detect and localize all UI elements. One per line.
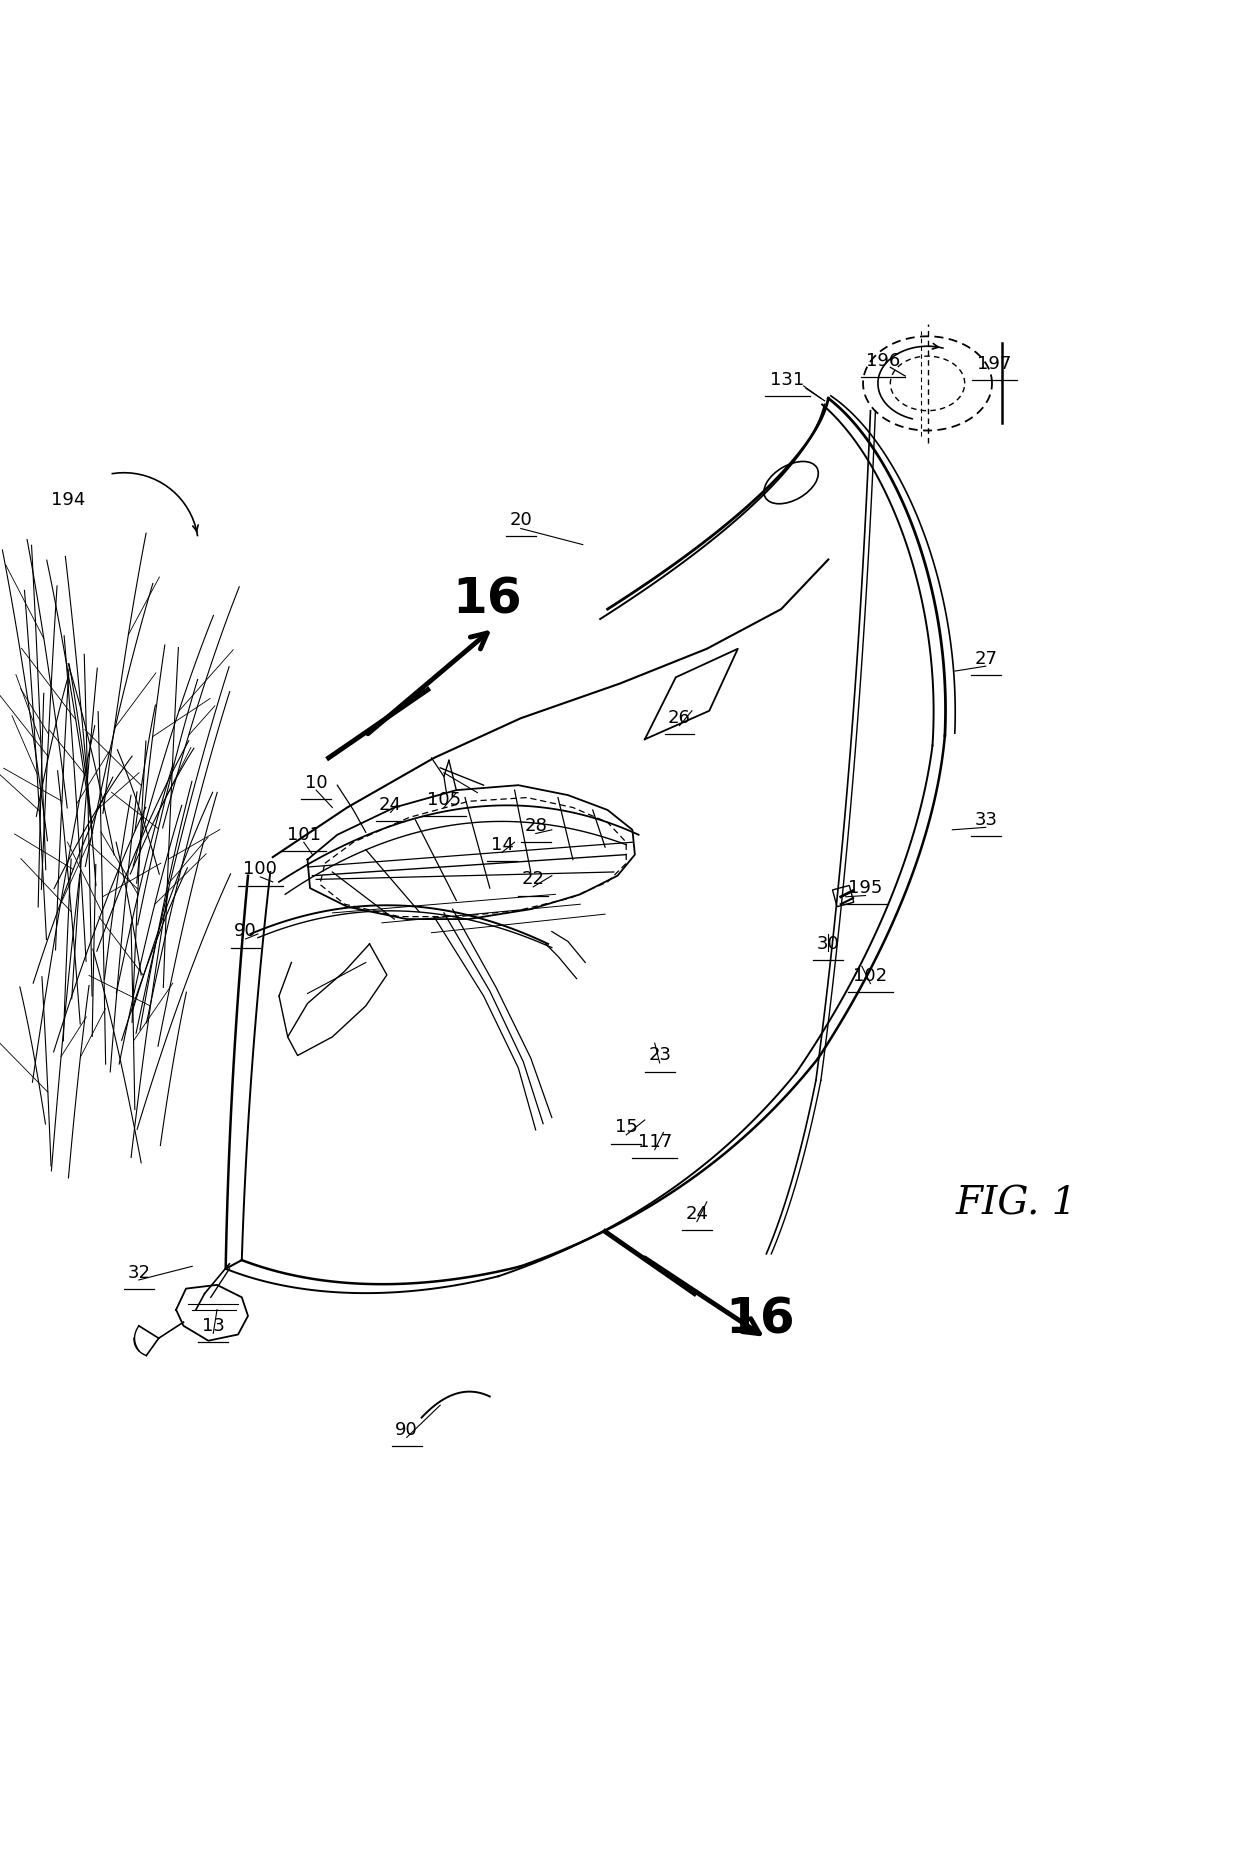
Text: 30: 30 [817,935,839,952]
Text: 16: 16 [725,1295,795,1343]
Text: 20: 20 [510,510,532,529]
Text: 90: 90 [396,1421,418,1438]
Text: 16: 16 [453,576,522,624]
Text: 26: 26 [668,710,691,727]
Text: 117: 117 [637,1133,672,1151]
Text: FIG. 1: FIG. 1 [956,1187,1078,1222]
Text: 102: 102 [853,967,888,986]
Text: 13: 13 [202,1317,224,1334]
Text: 197: 197 [977,354,1012,373]
Text: 195: 195 [848,879,883,898]
Text: 22: 22 [522,870,544,889]
Text: 196: 196 [866,352,900,371]
Text: 100: 100 [243,861,278,879]
Text: 33: 33 [975,810,997,829]
Text: 32: 32 [128,1263,150,1282]
Text: 194: 194 [51,492,86,509]
Text: 24: 24 [686,1205,708,1224]
Text: 24: 24 [379,796,402,814]
Text: 27: 27 [975,650,997,667]
Text: 131: 131 [770,371,805,389]
Text: 28: 28 [525,818,547,835]
Text: 101: 101 [286,825,321,844]
Text: 105: 105 [427,792,461,809]
Text: 14: 14 [491,836,513,853]
Bar [832,885,854,907]
Text: 15: 15 [615,1118,637,1136]
Text: 23: 23 [649,1047,671,1064]
Text: 90: 90 [234,922,257,941]
Text: 10: 10 [305,773,327,792]
